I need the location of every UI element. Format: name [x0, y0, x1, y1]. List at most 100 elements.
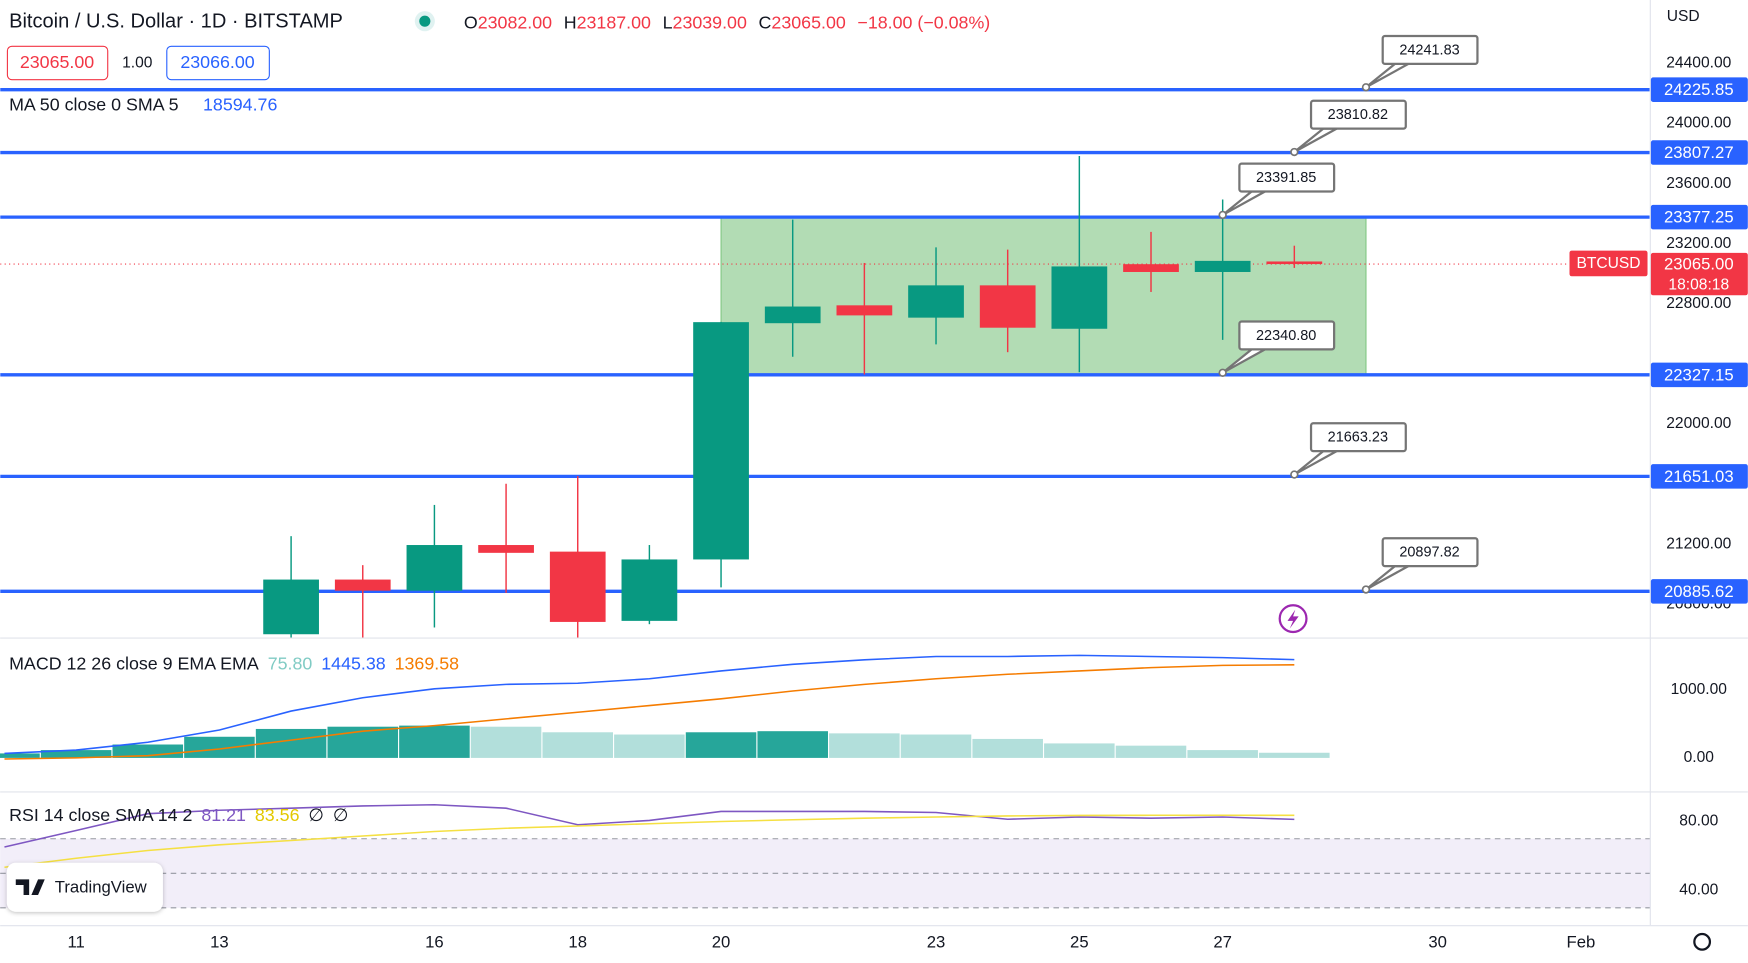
- level-axis-label: 21651.03: [1664, 467, 1734, 486]
- candle-body: [406, 545, 463, 591]
- x-tick-label: 30: [1428, 932, 1447, 951]
- histogram-bar: [614, 734, 685, 758]
- ohlc-key: O: [464, 12, 478, 32]
- logo-box[interactable]: [6, 862, 163, 912]
- callout-anchor: [1290, 470, 1299, 479]
- level-axis-label: 20885.62: [1664, 582, 1734, 601]
- range-zone: [720, 216, 1367, 376]
- y-tick-label: 40.00: [1679, 882, 1718, 899]
- legend-title: MACD 12 26 close 9 EMA EMA: [9, 653, 259, 673]
- histogram-bar: [399, 725, 470, 758]
- candle-body: [334, 579, 391, 591]
- callout-box: [1238, 320, 1336, 351]
- histogram-bar: [757, 731, 828, 758]
- callout-label: 23391.85: [1256, 170, 1316, 186]
- histogram-bar: [40, 750, 112, 758]
- legend-value: 81.21: [201, 805, 246, 825]
- callout-label: 21663.23: [1328, 430, 1388, 446]
- alert-bolt: [1287, 609, 1299, 629]
- candle-body: [478, 545, 534, 553]
- histogram-bar: [1187, 750, 1258, 758]
- ask[interactable]: 23066.00: [180, 52, 254, 72]
- logo-text: TradingView: [55, 878, 148, 897]
- bid[interactable]: 23065.00: [20, 52, 94, 72]
- price-box: [1650, 252, 1748, 296]
- countdown-label: 18:08:18: [1668, 276, 1729, 293]
- level-axis-box: [1650, 464, 1748, 489]
- histogram-bar: [1115, 745, 1187, 758]
- level-axis-label: 22327.15: [1664, 365, 1734, 384]
- logo-mark: [15, 879, 45, 896]
- ohlc-key: H: [564, 12, 577, 32]
- callout-label: 22340.80: [1256, 328, 1316, 344]
- histogram-bar: [829, 733, 900, 758]
- candle-body: [621, 559, 678, 621]
- y-tick-label: 23200.00: [1666, 235, 1731, 252]
- indicator-line: [4, 664, 1295, 760]
- y-tick-label: 23600.00: [1666, 175, 1731, 192]
- status-dot: [419, 15, 431, 27]
- x-tick-label: 27: [1213, 932, 1232, 951]
- candle-body: [1123, 264, 1179, 272]
- ohlc-key: L: [663, 12, 673, 32]
- level-axis-label: 24225.85: [1664, 80, 1734, 99]
- ohlc-key: C: [759, 12, 772, 32]
- callout-anchor: [1361, 83, 1371, 92]
- candle-body: [836, 305, 893, 316]
- y-tick-label: 0.00: [1684, 749, 1715, 766]
- price-label: 23065.00: [1664, 255, 1734, 274]
- x-tick-label: 25: [1070, 932, 1089, 951]
- callout-box: [1381, 34, 1479, 65]
- callout-label: 20897.82: [1399, 545, 1459, 561]
- histogram-bar: [685, 732, 757, 758]
- candle-body: [979, 285, 1036, 328]
- ohlc-value: 23039.00: [673, 12, 747, 32]
- indicator-line: [4, 814, 1295, 869]
- sell-button[interactable]: [6, 45, 109, 81]
- ohlc: O23082.00 H23187.00 L23039.00 C23065.00 …: [464, 12, 990, 32]
- x-tick-label: 20: [712, 932, 731, 951]
- currency[interactable]: USD: [1667, 8, 1700, 25]
- price-pane: [0, 88, 1650, 638]
- level-axis-label: 23807.27: [1664, 143, 1734, 162]
- symbol-title: Bitcoin / U.S. Dollar · 1D · BITSTAMP: [9, 11, 343, 33]
- legend-value: 83.56: [255, 805, 300, 825]
- candle-body: [549, 551, 606, 622]
- x-tick-label: 18: [568, 932, 587, 951]
- y-tick-label: 80.00: [1679, 813, 1718, 830]
- indicator-line: [4, 654, 1295, 755]
- ohlc-value: 23065.00: [771, 12, 845, 32]
- candle-body: [764, 306, 821, 324]
- histogram-bar: [470, 726, 542, 758]
- indicator-line: [4, 803, 1295, 848]
- x-tick-label: 13: [210, 932, 229, 951]
- candle-body: [908, 285, 964, 318]
- legend-value: ∅: [333, 805, 349, 825]
- histogram-bar: [972, 738, 1043, 758]
- legend-value: 75.80: [268, 653, 313, 673]
- x-tick-label: 11: [67, 932, 84, 951]
- level-axis-box: [1650, 77, 1748, 102]
- y-tick-label: 22000.00: [1666, 415, 1731, 432]
- settings-icon[interactable]: [1693, 932, 1712, 951]
- x-tick-label: 23: [927, 932, 946, 951]
- callout-anchor: [1361, 585, 1371, 594]
- candle-body: [1051, 266, 1108, 329]
- candle-body: [1266, 261, 1323, 265]
- buy-button[interactable]: [166, 45, 270, 81]
- ohlc-value: 23187.00: [577, 12, 651, 32]
- y-tick-label: 1000.00: [1671, 681, 1728, 698]
- legend-value: 1445.38: [321, 653, 386, 673]
- symbol-label: BTCUSD: [1576, 255, 1640, 272]
- histogram-bar: [1044, 743, 1115, 758]
- callout-label: 23810.82: [1328, 107, 1388, 123]
- ma-value: 18594.76: [203, 95, 277, 115]
- indicator-legend: MACD 12 26 close 9 EMA EMA 75.80 1445.38 13…: [9, 653, 459, 673]
- indicator-legend: RSI 14 close SMA 14 2 81.21 83.56 ∅ ∅: [9, 805, 348, 825]
- level-axis-box: [1650, 204, 1748, 230]
- x-tick-label: 16: [425, 932, 444, 951]
- histogram-bar: [1259, 752, 1330, 758]
